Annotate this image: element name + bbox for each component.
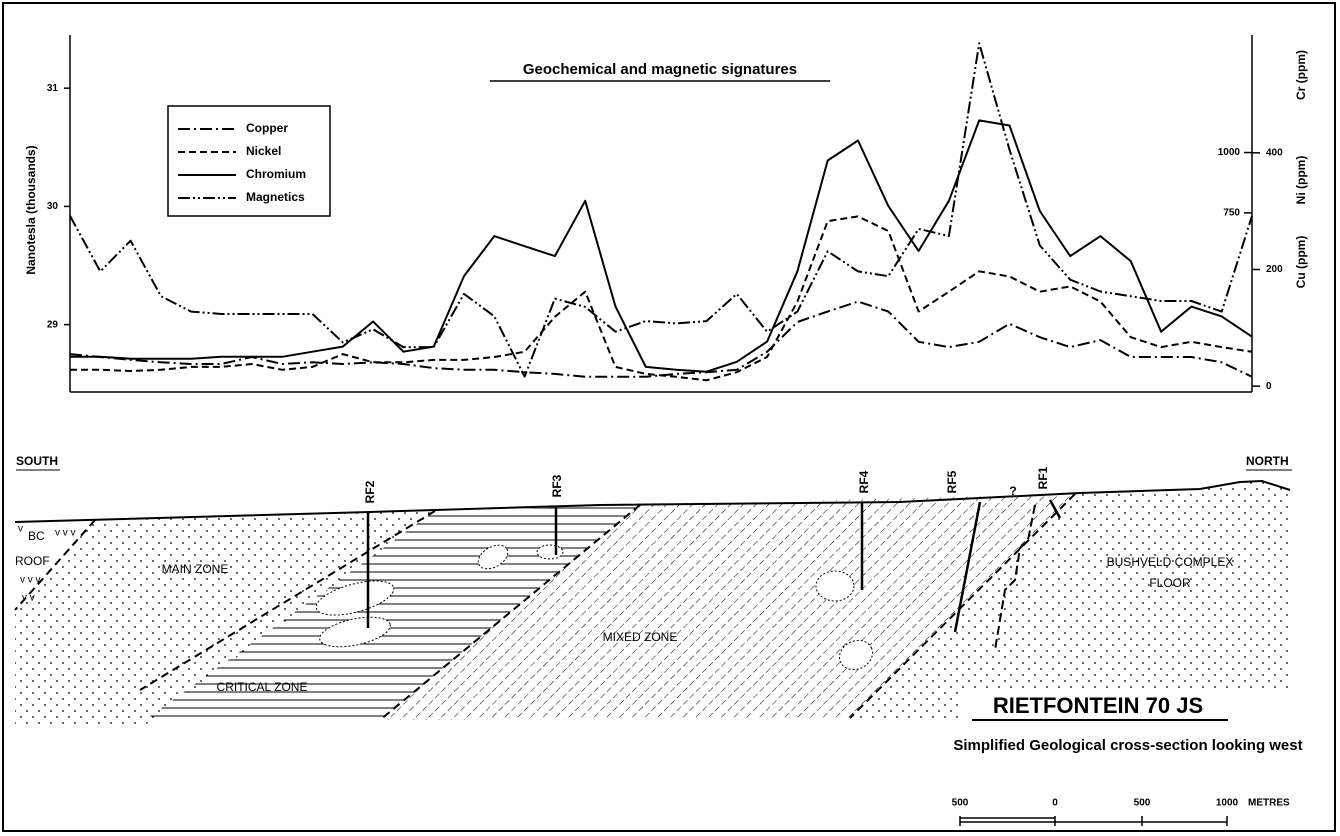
zone-label: BUSHVELD COMPLEX (1107, 555, 1234, 569)
y3-tick-label: 750 (1223, 208, 1240, 219)
cross-section: SOUTH NORTH RF2 RF3 RF4 RF5 ? RF1 v BC R… (15, 454, 1303, 826)
page: Geochemical and magnetic signatures Nano… (0, 0, 1340, 836)
y3-axis-label: Cr (ppm) (1294, 50, 1308, 100)
roof-mark: v (18, 524, 23, 535)
y2-tick-label: 200 (1266, 264, 1283, 275)
roof-label: ROOF (15, 554, 50, 568)
ore-body (816, 571, 854, 601)
y-tick-label: 29 (47, 319, 59, 330)
y-tick-label: 31 (47, 83, 59, 94)
north-label: NORTH (1246, 454, 1289, 468)
scale-label: 500 (1134, 798, 1151, 809)
y3-tick-label: 1000 (1218, 147, 1241, 158)
legend-label: Chromium (246, 167, 306, 181)
y-axis-label: Nanotesla (thousands) (24, 145, 38, 274)
y2-tick-label: 400 (1266, 147, 1283, 158)
roof-mark: v v (22, 593, 35, 604)
scale-unit: METRES (1248, 798, 1290, 809)
series-line (70, 216, 1252, 380)
zone-label: CRITICAL ZONE (217, 680, 308, 694)
y2-axis-label: Ni (ppm) (1294, 156, 1308, 205)
plot: 29 30 31 0 200 400 750 1000 (47, 43, 1283, 392)
series-line (70, 302, 1252, 377)
chart-title: Geochemical and magnetic signatures (523, 61, 797, 78)
y2-tick-label: 0 (1266, 381, 1272, 392)
section-subtitle: Simplified Geological cross-section look… (953, 737, 1302, 754)
scale-label: 500 (952, 798, 969, 809)
hole-label: RF3 (550, 474, 564, 497)
y2-axis-label: Cu (ppm) (1294, 236, 1308, 289)
hole-label: RF4 (857, 470, 871, 493)
zone-label: MAIN ZONE (162, 562, 229, 576)
scale-label: 1000 (1216, 798, 1239, 809)
hole-label: RF2 (363, 480, 377, 503)
ore-body (537, 545, 563, 559)
hole-label: ? (1009, 484, 1016, 498)
scale-label: 0 (1052, 798, 1058, 809)
zone-label: MIXED ZONE (603, 630, 678, 644)
section-title: RIETFONTEIN 70 JS (993, 693, 1203, 718)
hole-label: RF1 (1036, 466, 1050, 489)
legend-label: Magnetics (246, 190, 305, 204)
scale-bar (960, 816, 1227, 826)
hole-label: RF5 (945, 470, 959, 493)
bc-label: BC (28, 529, 45, 543)
figure: Geochemical and magnetic signatures Nano… (0, 0, 1340, 836)
legend-label: Copper (246, 121, 288, 135)
zone-label: FLOOR (1149, 576, 1191, 590)
y-tick-label: 30 (47, 201, 59, 212)
roof-mark: v v v (55, 528, 76, 539)
legend-label: Nickel (246, 144, 281, 158)
south-label: SOUTH (16, 454, 58, 468)
roof-mark: v v v (20, 575, 41, 586)
